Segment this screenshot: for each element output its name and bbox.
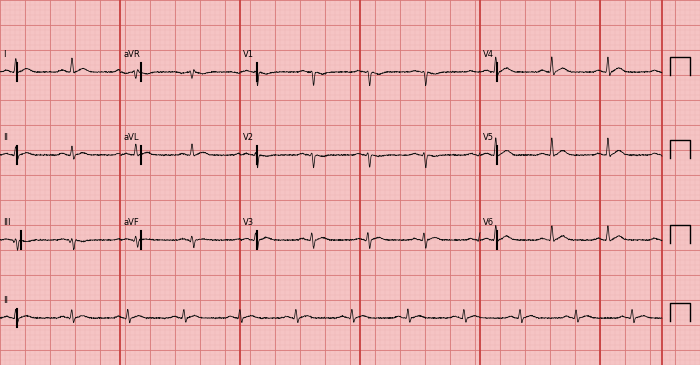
Text: V3: V3	[243, 218, 254, 227]
Text: aVL: aVL	[123, 133, 139, 142]
Text: V1: V1	[243, 50, 254, 59]
Text: II: II	[3, 133, 8, 142]
Text: II: II	[3, 296, 8, 305]
Text: V2: V2	[243, 133, 254, 142]
Text: V6: V6	[483, 218, 494, 227]
Text: III: III	[3, 218, 10, 227]
Text: I: I	[3, 50, 6, 59]
Text: aVF: aVF	[123, 218, 139, 227]
Text: aVR: aVR	[123, 50, 140, 59]
Text: V5: V5	[483, 133, 494, 142]
Text: V4: V4	[483, 50, 494, 59]
